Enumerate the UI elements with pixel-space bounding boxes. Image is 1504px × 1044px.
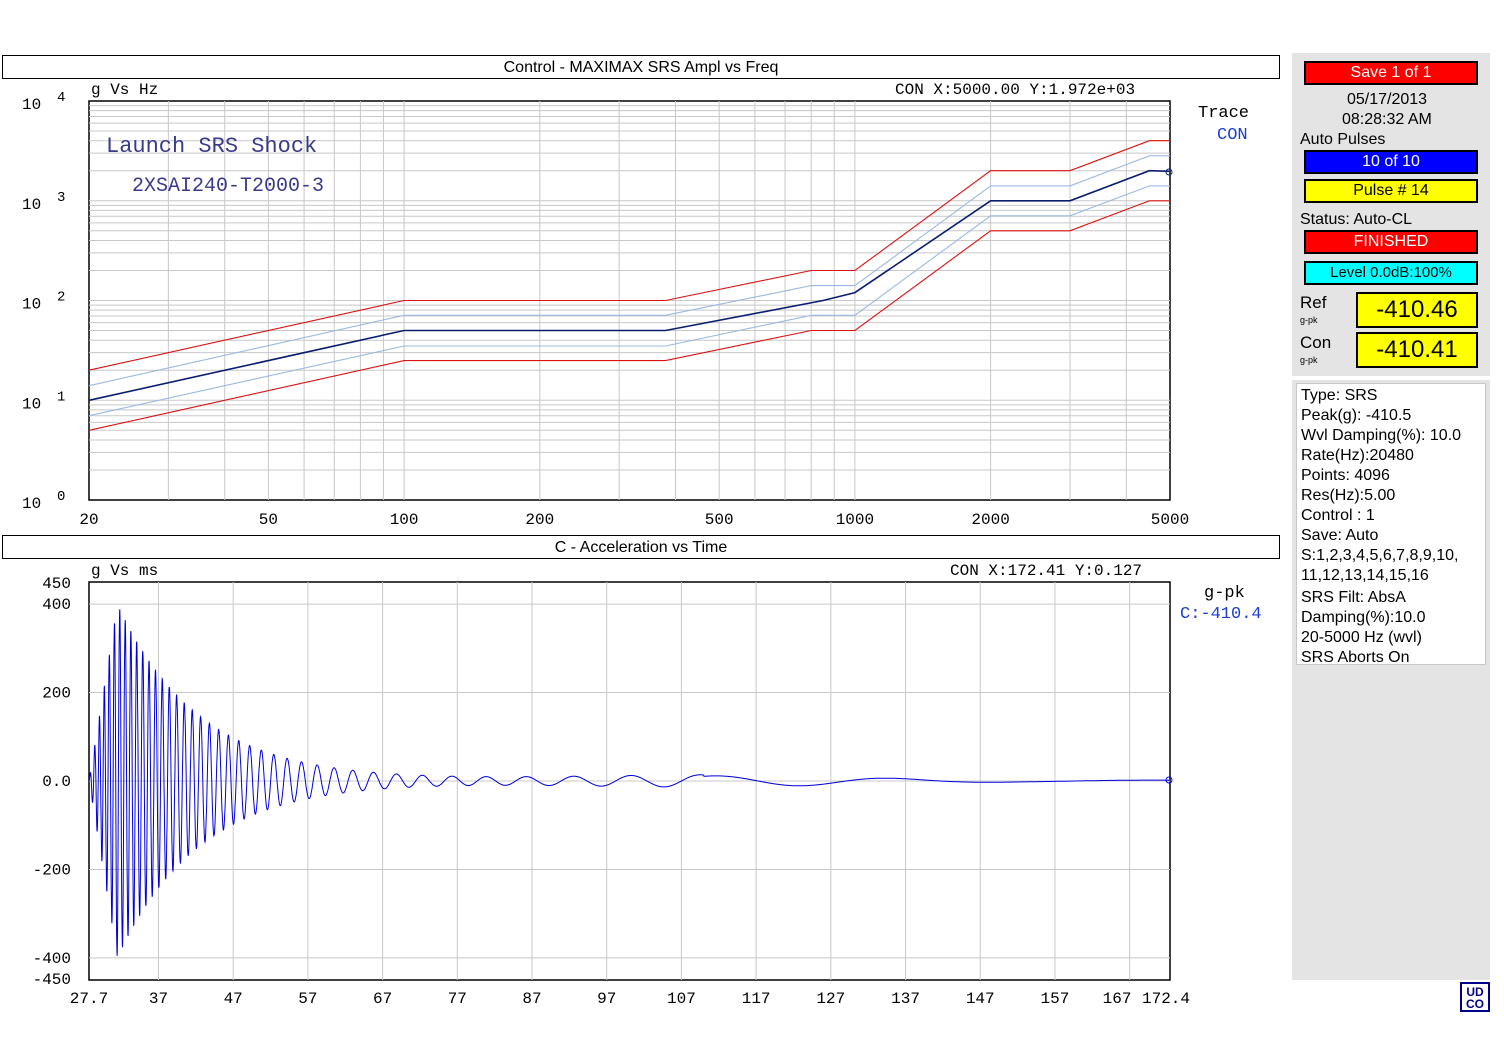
- srs-legend-title: Trace: [1198, 104, 1250, 123]
- test-info-box: Type: SRS Peak(g): -410.5 Wvl Damping(%)…: [1296, 383, 1486, 666]
- srs-tolerance-line: [88, 140, 1170, 371]
- info-damping: Damping(%):10.0: [1301, 609, 1426, 626]
- time-grid: [89, 582, 1170, 980]
- time-x-tick-label: 97: [597, 990, 616, 1008]
- srs-y-ticks: 10 0 10 1 10 2 10 3 10 4: [22, 90, 65, 513]
- time-x-tick-label: 107: [667, 990, 696, 1008]
- info-control: Control : 1: [1301, 507, 1375, 524]
- srs-legend-con[interactable]: CON: [1217, 126, 1248, 145]
- info-range: 20-5000 Hz (wvl): [1301, 629, 1422, 646]
- time-label: 08:28:32 AM: [1342, 111, 1432, 128]
- time-chart-title: C - Acceleration vs Time: [2, 535, 1280, 559]
- time-x-tick-label: 127: [816, 990, 845, 1008]
- ref-unit: g-pk: [1300, 315, 1318, 325]
- time-series-c: [88, 609, 1170, 956]
- time-x-tick-label: 47: [224, 990, 243, 1008]
- time-y-tick-label: -200: [33, 861, 71, 879]
- time-x-tick-label: 147: [966, 990, 995, 1008]
- time-x-tick-label: 87: [522, 990, 541, 1008]
- srs-x-tick-label: 50: [259, 511, 278, 529]
- srs-cursor-readout: CON X:5000.00 Y:1.972e+03: [895, 81, 1136, 99]
- time-x-tick-label: 172.4: [1142, 990, 1190, 1008]
- time-y-tick-label: 450: [42, 575, 71, 593]
- srs-x-tick-label: 2000: [971, 511, 1009, 529]
- srs-chart-title: Control - MAXIMAX SRS Ampl vs Freq: [2, 55, 1280, 79]
- udco-logo: UD CO: [1460, 982, 1490, 1012]
- time-y-tick-label: 0.0: [42, 773, 71, 791]
- time-units-label: g Vs ms: [91, 562, 159, 580]
- srs-series-con: [88, 169, 1171, 402]
- srs-annotation-id: 2XSAI240-T2000-3: [132, 175, 325, 198]
- date-label: 05/17/2013: [1347, 91, 1428, 108]
- pulse-indicator: Pulse # 14: [1304, 179, 1478, 203]
- srs-y-tick-exponent: 1: [57, 389, 65, 405]
- srs-x-tick-label: 500: [705, 511, 734, 529]
- time-x-tick-label: 67: [373, 990, 392, 1008]
- con-unit: g-pk: [1300, 355, 1318, 365]
- srs-y-tick-label: 10: [22, 96, 41, 114]
- srs-x-tick-label: 200: [525, 511, 554, 529]
- time-legend-c[interactable]: C:-410.4: [1180, 605, 1262, 624]
- time-x-tick-label: 57: [298, 990, 317, 1008]
- time-x-tick-label: 167: [1103, 990, 1132, 1008]
- level-indicator: Level 0.0dB:100%: [1304, 261, 1478, 285]
- time-y-tick-label: -450: [33, 971, 71, 989]
- status-label: Status: Auto-CL: [1300, 211, 1413, 228]
- time-x-ticks: 27.7 37 47 57 67 77 87 97 107 117 127 137 147 157 167 1…: [70, 990, 1190, 1008]
- auto-pulses-label: Auto Pulses: [1300, 131, 1386, 148]
- srs-y-tick-label: 10: [22, 495, 41, 513]
- srs-y-tick-label: 10: [22, 196, 41, 214]
- srs-annotation-title: Launch SRS Shock: [106, 134, 318, 159]
- srs-x-tick-label: 5000: [1151, 511, 1189, 529]
- time-x-tick-label: 157: [1041, 990, 1070, 1008]
- save-indicator[interactable]: Save 1 of 1: [1304, 61, 1478, 85]
- info-wvl-damping: Wvl Damping(%): 10.0: [1301, 427, 1462, 444]
- time-cursor-readout: CON X:172.41 Y:0.127: [950, 562, 1143, 580]
- srs-tolerance-line: [88, 155, 1170, 387]
- auto-pulses-indicator: 10 of 10: [1304, 150, 1478, 174]
- time-y-tick-label: -400: [33, 950, 71, 968]
- time-legend-title: g-pk: [1204, 584, 1245, 603]
- time-x-tick-label: 37: [149, 990, 168, 1008]
- ref-value: -410.46: [1356, 292, 1478, 328]
- info-aborts: SRS Aborts On: [1301, 649, 1410, 666]
- time-y-tick-label: 200: [42, 685, 71, 703]
- srs-units-label: g Vs Hz: [91, 81, 159, 99]
- srs-x-tick-label: 1000: [836, 511, 874, 529]
- con-label: Con: [1300, 333, 1332, 352]
- srs-y-tick-label: 10: [22, 296, 41, 314]
- info-save-list-1: S:1,2,3,4,5,6,7,8,9,10,: [1301, 547, 1459, 564]
- srs-y-tick-exponent: 4: [57, 90, 65, 106]
- time-x-tick-label: 27.7: [70, 990, 108, 1008]
- srs-x-tick-label: 100: [390, 511, 419, 529]
- srs-tolerance-line: [88, 185, 1170, 417]
- time-y-ticks: 450 400 200 0.0 -200 -400 -450: [33, 575, 71, 989]
- srs-y-tick-exponent: 0: [57, 489, 65, 505]
- info-res: Res(Hz):5.00: [1301, 487, 1396, 504]
- srs-cursor-marker: [1165, 168, 1173, 176]
- ref-label: Ref: [1300, 293, 1327, 312]
- time-x-tick-label: 77: [448, 990, 467, 1008]
- srs-x-ticks: 20 50 100 200 500 1000 2000 5000: [79, 511, 1189, 529]
- time-x-tick-label: 117: [742, 990, 771, 1008]
- con-value: -410.41: [1356, 332, 1478, 368]
- info-type: Type: SRS: [1301, 387, 1378, 404]
- info-save-list-2: 11,12,13,14,15,16: [1301, 567, 1429, 584]
- time-cursor-marker: [1165, 776, 1173, 784]
- time-y-tick-label: 400: [42, 596, 71, 614]
- info-srs-filt: SRS Filt: AbsA: [1301, 589, 1406, 606]
- srs-x-tick-label: 20: [79, 511, 98, 529]
- info-peak: Peak(g): -410.5: [1301, 407, 1412, 424]
- info-points: Points: 4096: [1301, 467, 1390, 484]
- srs-series: [88, 140, 1171, 431]
- srs-y-tick-exponent: 2: [57, 290, 65, 306]
- status-badge: FINISHED: [1304, 230, 1478, 254]
- info-rate: Rate(Hz):20480: [1301, 447, 1414, 464]
- srs-y-tick-label: 10: [22, 395, 41, 413]
- srs-tolerance-line: [88, 200, 1170, 431]
- time-x-tick-label: 137: [891, 990, 920, 1008]
- srs-y-tick-exponent: 3: [57, 190, 65, 206]
- info-save: Save: Auto: [1301, 527, 1379, 544]
